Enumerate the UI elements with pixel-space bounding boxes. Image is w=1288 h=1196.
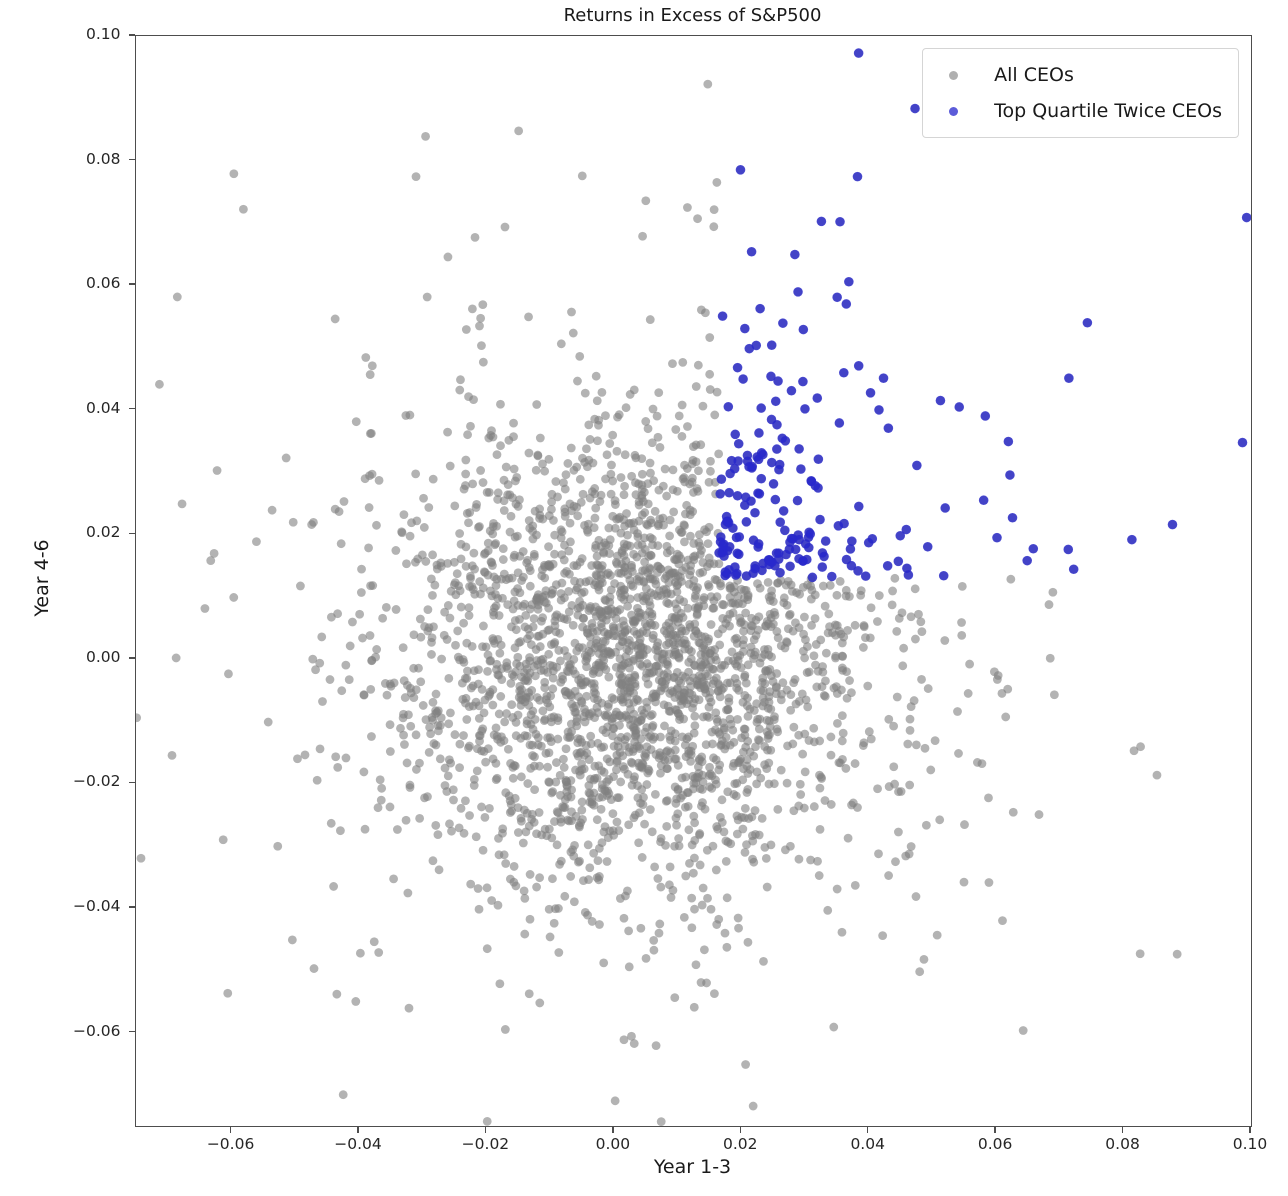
x-tick-mark — [739, 1126, 741, 1133]
legend-marker-blue-dot-icon — [949, 106, 959, 116]
y-tick-mark — [128, 408, 135, 410]
y-tick-label: 0.10 — [85, 25, 121, 43]
y-tick-mark — [128, 34, 135, 36]
y-tick-mark — [128, 283, 135, 285]
y-tick-label: 0.04 — [85, 398, 121, 417]
x-tick-label: 0.06 — [977, 1135, 1013, 1153]
legend-item-top-quartile-twice: Top Quartile Twice CEOs — [933, 93, 1222, 129]
y-tick-mark — [128, 1030, 135, 1033]
chart-title: Returns in Excess of S&P500 — [563, 5, 822, 26]
x-tick-mark — [994, 1126, 996, 1133]
x-tick-label: 0.08 — [1105, 1135, 1140, 1153]
legend-marker-gray-dot-icon — [949, 70, 959, 80]
x-tick-label: −0.06 — [206, 1135, 255, 1153]
y-tick-mark — [128, 781, 135, 784]
x-tick-label: −0.04 — [334, 1135, 382, 1153]
x-tick-mark — [867, 1126, 869, 1133]
x-tick-mark — [229, 1126, 232, 1133]
y-tick-label: 0.00 — [85, 647, 121, 666]
x-tick-mark — [484, 1126, 487, 1133]
x-tick-mark — [1121, 1126, 1124, 1133]
y-axis-label: Year 4-6 — [31, 539, 53, 617]
y-tick-mark — [128, 158, 135, 161]
plot-area: All CEOs Top Quartile Twice CEOs — [135, 35, 1252, 1127]
legend-item-all-ceos: All CEOs — [933, 57, 1222, 93]
x-tick-label: 0.04 — [850, 1135, 885, 1153]
x-tick-mark — [612, 1126, 614, 1133]
legend: All CEOs Top Quartile Twice CEOs — [922, 48, 1239, 138]
x-tick-label: 0.02 — [723, 1135, 758, 1153]
x-tick-mark — [357, 1126, 359, 1133]
x-tick-label: 0.10 — [1232, 1135, 1268, 1153]
y-tick-label: 0.02 — [85, 523, 121, 542]
legend-label-all-ceos: All CEOs — [994, 64, 1074, 86]
y-tick-label: −0.02 — [73, 772, 121, 791]
x-tick-label: −0.02 — [461, 1135, 510, 1153]
y-tick-label: 0.06 — [85, 274, 121, 293]
x-axis-label: Year 1-3 — [653, 1156, 732, 1178]
x-tick-mark — [1249, 1126, 1251, 1133]
y-tick-label: −0.04 — [73, 897, 121, 915]
y-tick-label: −0.06 — [73, 1021, 121, 1040]
y-tick-mark — [128, 657, 135, 659]
scatter-points-canvas — [136, 36, 1251, 1126]
y-tick-label: 0.08 — [85, 149, 121, 168]
legend-label-top-quartile-twice: Top Quartile Twice CEOs — [994, 100, 1222, 122]
y-tick-mark — [128, 532, 135, 534]
y-tick-mark — [128, 906, 135, 908]
x-tick-label: 0.00 — [595, 1135, 631, 1153]
